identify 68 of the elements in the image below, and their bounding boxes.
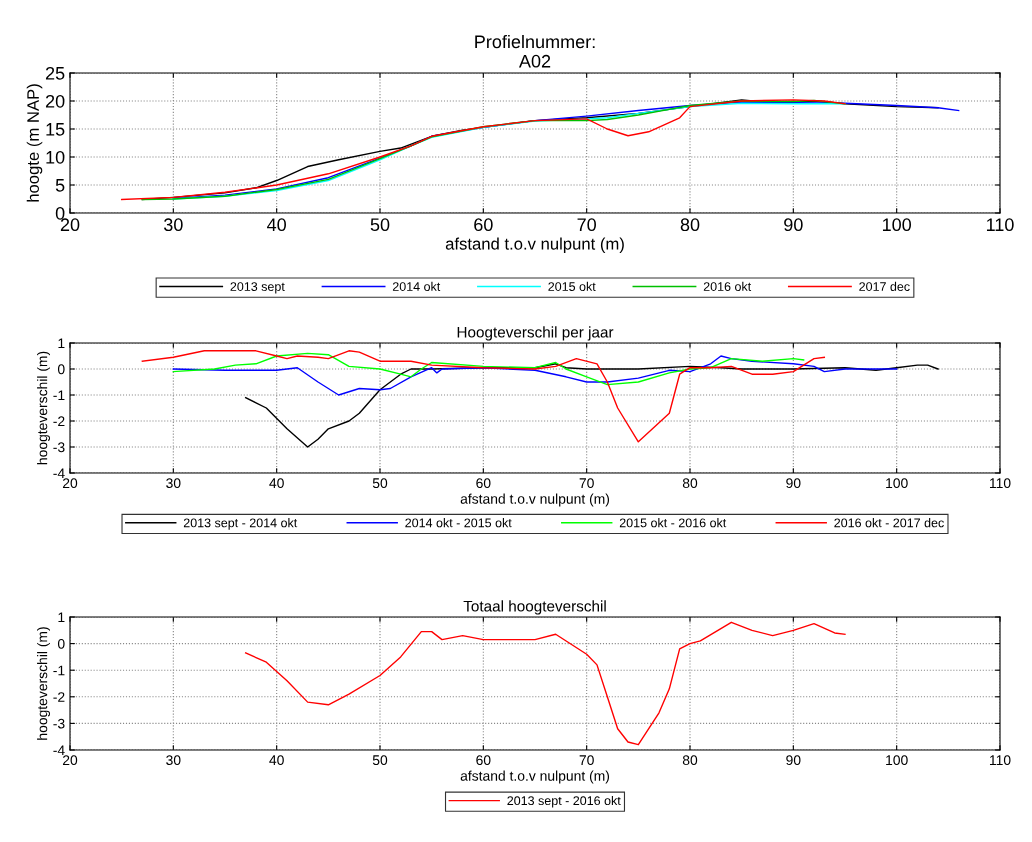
x-tick-label: 110: [986, 218, 1014, 232]
chart-title: Totaal hoogteverschil: [463, 600, 606, 615]
y-axis-title: hoogte (m NAP): [26, 84, 43, 202]
x-tick-label: 40: [269, 478, 284, 489]
x-axis-title: afstand t.o.v nulpunt (m): [445, 237, 624, 254]
x-tick-label: 30: [163, 218, 183, 232]
line-series: [172, 352, 805, 386]
y-tick-label: 0: [55, 206, 65, 220]
y-tick-label: 10: [46, 150, 65, 164]
y-tick-label: 0: [57, 638, 65, 649]
y-tick-label: 20: [45, 94, 65, 108]
legend-label: 2013 sept - 2016 okt: [507, 795, 621, 808]
y-tick-label: 1: [58, 612, 65, 623]
legend-label: 2017 dec: [859, 281, 910, 291]
y-tick-label: 5: [55, 179, 65, 192]
y-axis-title: hoogteverschil (m): [37, 627, 51, 740]
x-tick-label: 90: [786, 755, 801, 766]
y-tick-label: -2: [53, 416, 65, 427]
x-tick-label: 40: [267, 218, 286, 232]
x-tick-label: 100: [886, 755, 908, 766]
chart-title: Hoogteverschil per jaar: [457, 326, 614, 341]
y-tick-label: -2: [53, 692, 65, 702]
y-tick-label: -3: [53, 442, 65, 453]
x-axis-title: afstand t.o.v nulpunt (m): [460, 770, 610, 784]
y-tick-label: 0: [57, 364, 65, 375]
y-tick-label: -1: [53, 665, 65, 676]
legend-label: 2014 okt: [392, 281, 441, 291]
x-tick-label: 100: [886, 478, 908, 489]
x-tick-label: 60: [476, 478, 491, 489]
x-tick-label: 80: [680, 218, 700, 232]
line-series: [172, 355, 898, 396]
x-tick-label: 70: [577, 218, 596, 232]
x-tick-label: 60: [474, 218, 493, 232]
legend-label: 2013 sept: [230, 282, 285, 294]
y-tick-label: -4: [53, 745, 65, 756]
legend-label: 2015 okt - 2016 okt: [619, 518, 727, 528]
x-tick-label: 50: [372, 478, 388, 489]
y-tick-label: -1: [53, 390, 65, 401]
y-tick-label: -3: [53, 718, 65, 729]
x-tick-label: 50: [370, 218, 390, 232]
x-tick-label: 90: [784, 218, 803, 232]
x-tick-label: 80: [682, 478, 698, 489]
x-tick-label: 100: [882, 218, 912, 232]
x-tick-label: 110: [989, 755, 1011, 766]
legend-label: 2014 okt - 2015 okt: [405, 518, 512, 528]
x-tick-label: 80: [682, 755, 698, 766]
chart-title: Profielnummer: A02: [475, 34, 595, 68]
legend-label: 2016 okt - 2017 dec: [834, 518, 944, 528]
x-tick-label: 30: [166, 755, 181, 766]
line-series: [141, 350, 826, 443]
line-series: [244, 621, 846, 746]
y-tick-label: 25: [45, 66, 65, 80]
legend-label: 2015 okt: [548, 281, 596, 291]
x-tick-label: 30: [166, 478, 181, 489]
x-tick-label: 50: [372, 755, 388, 766]
x-axis-title: afstand t.o.v nulpunt (m): [460, 493, 610, 507]
y-tick-label: 15: [46, 123, 65, 136]
y-tick-label: -4: [53, 468, 65, 479]
x-tick-label: 110: [989, 478, 1011, 489]
x-tick-label: 90: [786, 478, 801, 489]
y-axis-title: hoogteverschil (m): [37, 351, 51, 465]
x-tick-label: 60: [476, 755, 491, 766]
x-tick-label: 40: [269, 755, 284, 766]
x-tick-label: 70: [579, 478, 594, 489]
x-tick-label: 70: [579, 755, 594, 766]
legend-label: 2013 sept - 2014 okt: [183, 518, 298, 530]
legend-label: 2016 okt: [703, 281, 752, 291]
y-tick-label: 1: [58, 338, 65, 349]
